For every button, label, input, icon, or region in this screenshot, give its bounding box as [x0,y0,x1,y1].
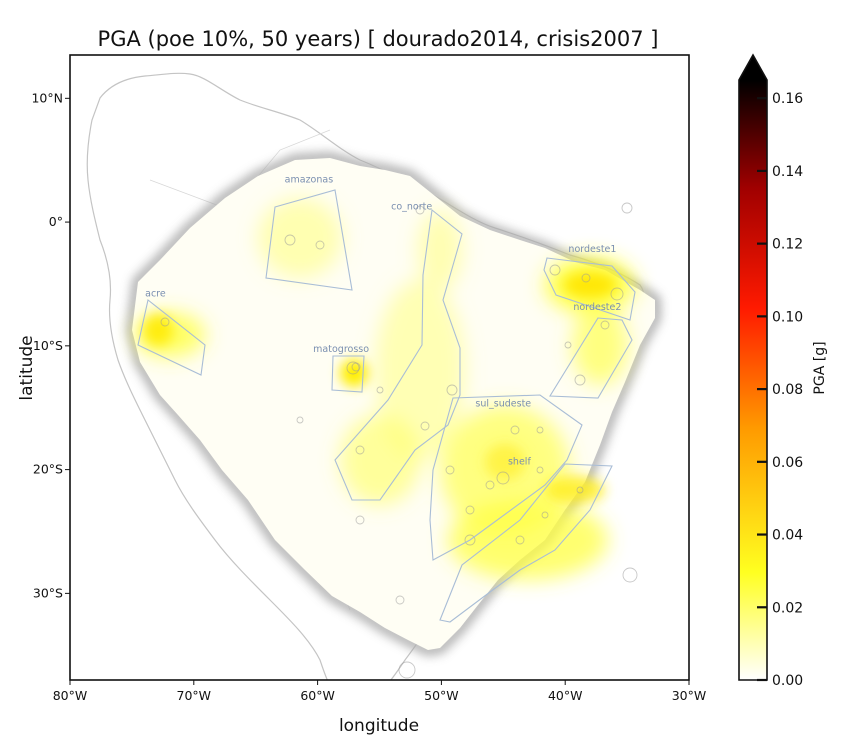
zone-acre [137,299,206,376]
y-tick-label: 30°S [33,585,63,600]
zone-label-nordeste2: nordeste2 [573,302,621,313]
colorbar-tick-label: 0.14 [772,164,803,180]
colorbar-gradient [739,80,767,680]
y-axis-label: latitude [17,335,37,400]
x-axis-ticks: 80°W 70°W 60°W 50°W 40°W 30°W [53,680,707,703]
colorbar-ticks: 0.00 0.02 0.04 0.06 0.08 0.10 0.12 0.14 0.16 [757,91,803,689]
y-axis-ticks: 10°N 0° 10°S 20°S 30°S [31,90,70,600]
zone-sul-sudeste [429,394,583,561]
x-tick-label: 50°W [424,688,459,703]
pga-hazard-hotspots [143,272,616,504]
zone-amazonas [265,189,353,291]
zone-label-amazonas: amazonas [285,174,334,185]
x-tick-label: 40°W [548,688,583,703]
map-title: PGA (poe 10%, 50 years) [ dourado2014, c… [98,27,659,51]
colorbar-label: PGA [g] [812,341,828,394]
x-tick-label: 30°W [672,688,707,703]
y-tick-label: 10°N [31,90,63,105]
colorbar-tick-label: 0.00 [772,673,803,689]
plot-frame [69,54,690,681]
zone-label-sul-sudeste: sul_sudeste [475,398,531,409]
zone-shelf [439,463,613,623]
zone-label-nordeste1: nordeste1 [568,244,616,255]
colorbar-tick-label: 0.02 [772,600,803,616]
y-tick-label: 10°S [33,338,63,353]
colorbar-tick-label: 0.04 [772,528,803,544]
zone-nordeste2 [549,317,633,399]
x-tick-label: 80°W [53,688,88,703]
x-axis-label: longitude [339,716,419,736]
zone-nordeste1 [543,257,636,321]
y-tick-label: 20°S [33,462,63,477]
x-tick-label: 60°W [300,688,335,703]
epicenters [160,202,638,679]
zone-matogrosso [331,355,365,393]
colorbar-tick-label: 0.10 [772,309,803,325]
colorbar-tick-label: 0.16 [772,91,803,107]
zone-labels: amazonas co_norte nordeste1 nordeste2 acre ma… [145,174,621,467]
colorbar-tick-label: 0.06 [772,455,803,471]
source-zones [137,189,636,623]
colorbar-tick-label: 0.08 [772,382,803,398]
zone-label-matogrosso: matogrosso [313,344,369,355]
colorbar-extend-arrow [739,55,767,80]
map-layers: amazonas co_norte nordeste1 nordeste2 acre ma… [86,72,661,680]
y-tick-label: 0° [49,214,63,229]
colorbar-tick-label: 0.12 [772,237,803,253]
zone-label-acre: acre [145,288,166,299]
zone-label-shelf: shelf [508,457,531,468]
zone-label-co-norte: co_norte [391,202,432,213]
x-tick-label: 70°W [177,688,212,703]
colorbar: 0.00 0.02 0.04 0.06 0.08 0.10 0.12 0.14 0.16 PGA… [738,53,828,689]
zone-co-norte [334,208,463,501]
